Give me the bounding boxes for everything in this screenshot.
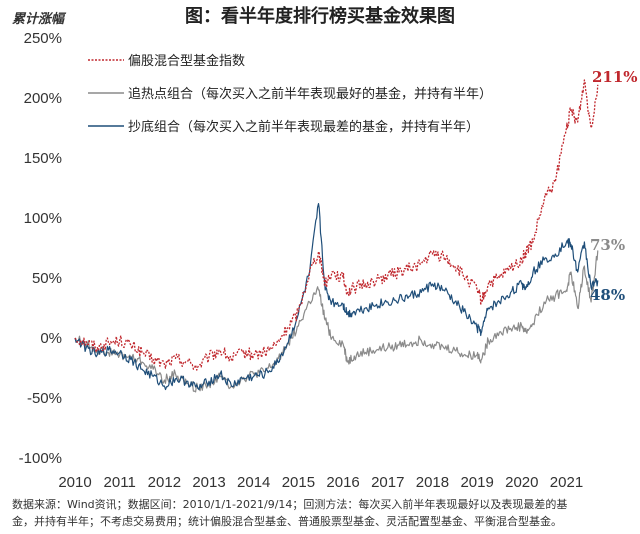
x-tick-label: 2020 (505, 474, 538, 491)
x-tick-label: 2016 (326, 474, 359, 491)
x-tick-label: 2011 (104, 474, 136, 491)
y-tick-label: -50% (27, 390, 62, 407)
y-tick-label: -100% (19, 450, 62, 467)
end-label-3: 48% (590, 286, 625, 304)
y-tick-label: 50% (32, 270, 62, 287)
y-tick-label: 150% (24, 150, 62, 167)
legend-label-3: 抄底组合（每次买入之前半年表现最差的基金，并持有半年） (128, 119, 479, 135)
x-tick-label: 2013 (192, 474, 225, 491)
legend-label-1: 偏股混合型基金指数 (128, 53, 245, 69)
x-tick-label: 2017 (371, 474, 404, 491)
series-line-2 (74, 250, 599, 393)
x-tick-label: 2021 (550, 474, 583, 491)
chart-title: 图：看半年度排行榜买基金效果图 (185, 6, 455, 27)
y-tick-label: 250% (24, 30, 62, 47)
x-tick-label: 2015 (282, 474, 315, 491)
end-label-1: 211% (592, 68, 638, 86)
footer-line-2: 金，并持有半年；不考虑交易费用；统计偏股混合型基金、普通股票型基金、灵活配置型基… (12, 515, 562, 528)
y-tick-label: 0% (40, 330, 62, 347)
x-tick-label: 2014 (237, 474, 270, 491)
series-line-3 (74, 203, 599, 391)
series-line-1 (74, 79, 599, 371)
x-tick-label: 2019 (460, 474, 493, 491)
y-axis-title: 累计涨幅 (12, 12, 65, 27)
x-tick-label: 2010 (58, 474, 91, 491)
x-tick-label: 2018 (416, 474, 449, 491)
y-tick-label: 100% (24, 210, 62, 227)
footer-note: 数据来源：Wind资讯；数据区间：2010/1/1-2021/9/14；回测方法… (12, 496, 630, 530)
y-tick-label: 200% (24, 90, 62, 107)
footer-line-1: 数据来源：Wind资讯；数据区间：2010/1/1-2021/9/14；回测方法… (12, 498, 568, 511)
x-tick-label: 2012 (148, 474, 181, 491)
legend-label-2: 追热点组合（每次买入之前半年表现最好的基金，并持有半年） (128, 86, 492, 102)
end-label-2: 73% (590, 236, 625, 254)
